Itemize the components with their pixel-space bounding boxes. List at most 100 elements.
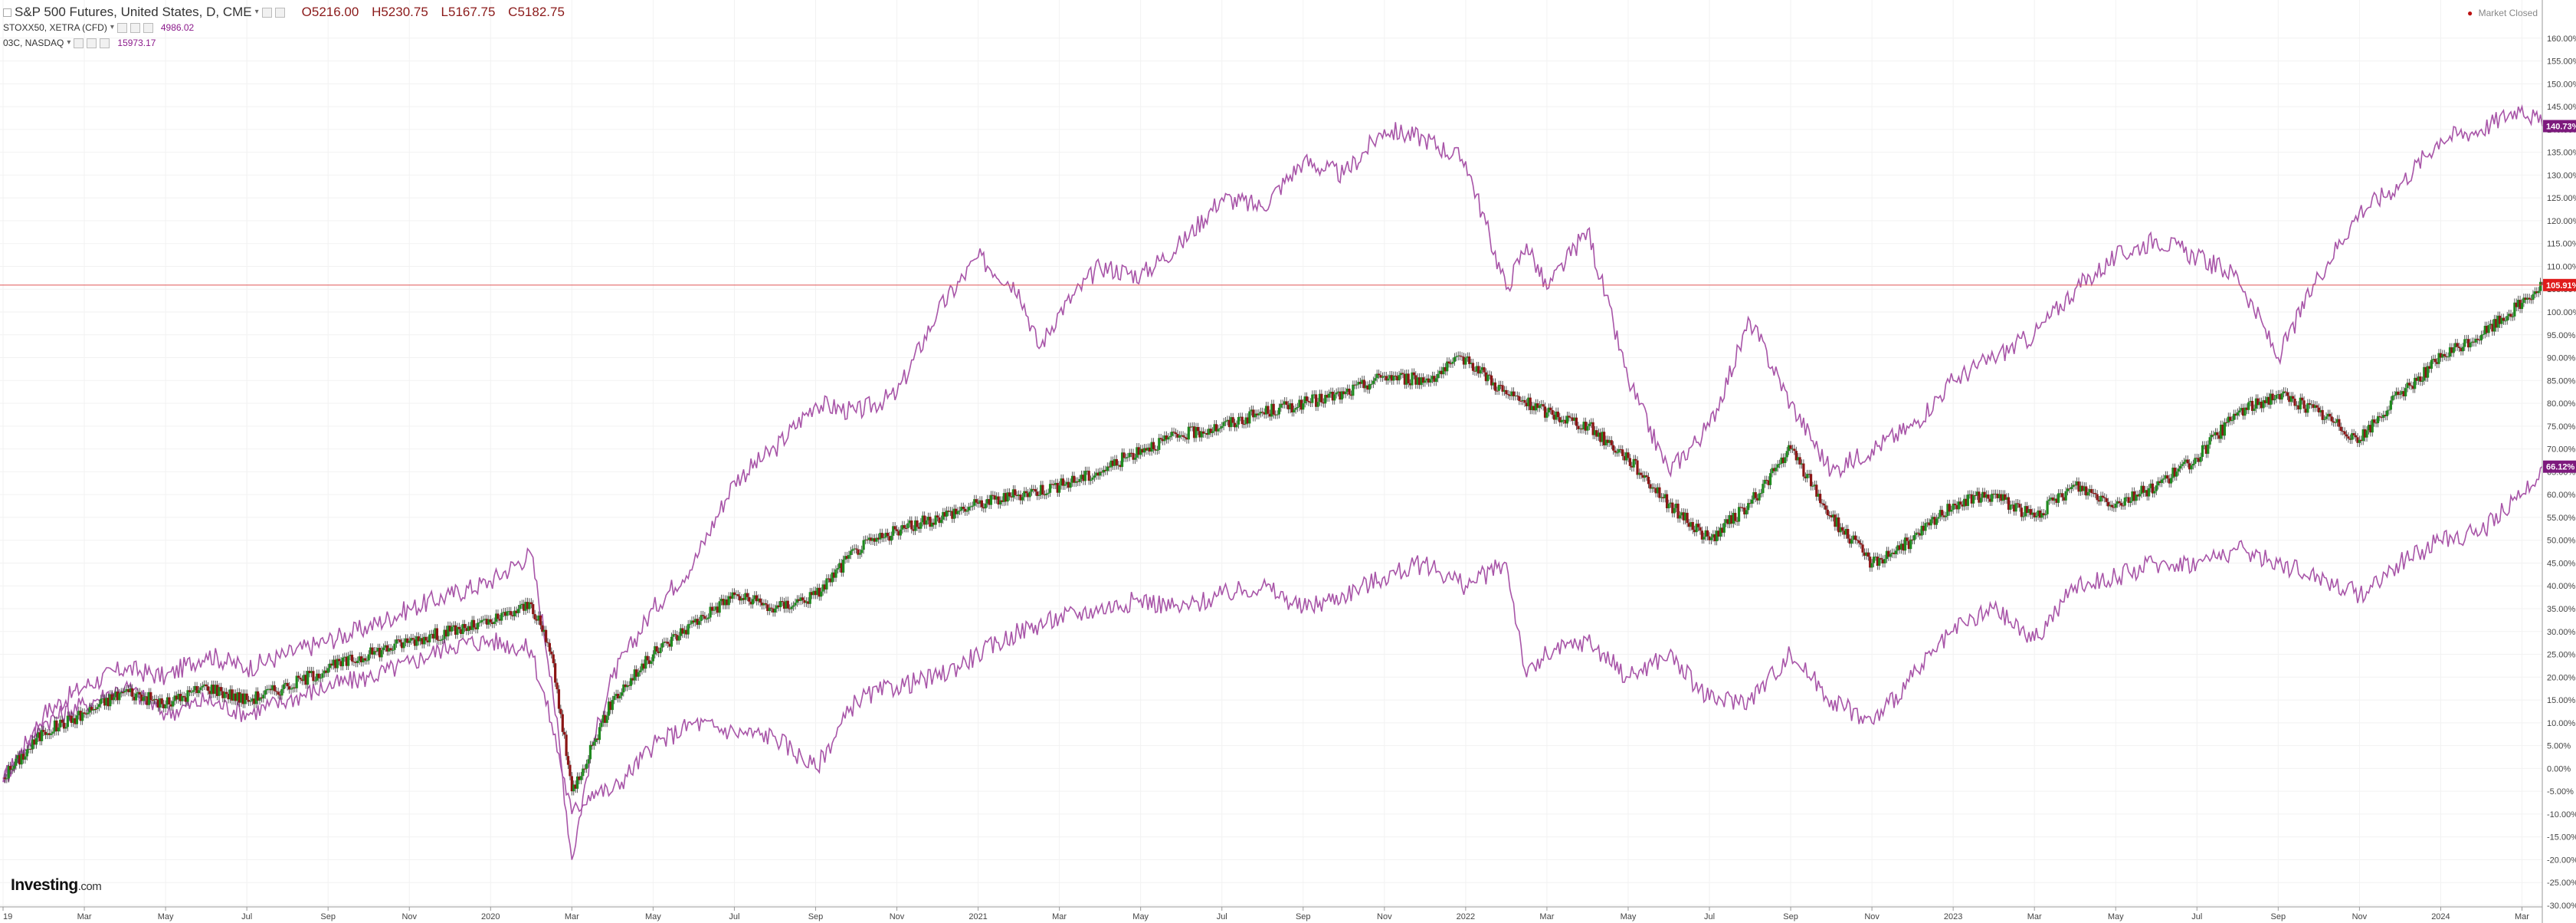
candle-body [2397,391,2400,396]
candle-body [925,520,928,525]
candle-body [125,689,129,691]
candle-body [854,548,858,550]
candle-body [1277,407,1281,415]
candle-body [1555,411,1558,420]
candle-body [1185,437,1188,440]
chevron-down-icon[interactable]: ▾ [67,38,71,47]
candle-body [489,619,492,622]
candle-body [1272,403,1275,415]
candle-body [1209,429,1212,433]
candle-body [1054,482,1057,485]
overlay-row[interactable]: STOXX50, XETRA (CFD) ▾ 4986.02 [3,20,565,35]
x-tick-label: 2021 [968,912,987,921]
visibility-icon[interactable] [261,7,272,18]
settings-icon[interactable] [87,38,97,48]
candle-body [838,563,841,569]
last-value-label: 105.91% [2546,281,2576,291]
candle-body [37,732,40,738]
candle-body [2025,506,2029,513]
candle-body [807,601,810,604]
open-value: O5216.00 [301,5,359,19]
candle-body [329,663,332,668]
candle-body [2186,459,2189,464]
brand-logo[interactable]: Investing.com [11,876,102,895]
candle-body [1425,378,1428,381]
candle-body [1484,372,1487,382]
candle-body [867,537,870,540]
settings-icon[interactable] [129,22,140,33]
candle-body [851,549,854,551]
candle-body [1036,491,1039,496]
candle-body [2177,468,2180,472]
candle-body [554,663,557,683]
candle-body [1322,402,1325,404]
candle-body [798,599,801,601]
candle-body [736,594,739,596]
candle-body [1149,447,1152,452]
close-icon[interactable] [143,22,153,33]
overlay-label[interactable]: 03C, NASDAQ [3,38,64,48]
candle-body [175,695,179,700]
candle-body [287,686,291,690]
overlay-row[interactable]: 03C, NASDAQ ▾ 15973.17 [3,35,565,51]
candle-body [1067,481,1070,488]
candle-body [663,642,666,643]
chevron-down-icon[interactable]: ▾ [254,8,259,16]
candle-body [1922,525,1925,531]
candle-body [1644,475,1647,478]
candle-body [799,597,802,601]
collapse-toggle-icon[interactable] [3,8,11,17]
settings-icon[interactable] [274,7,285,18]
candle-body [583,768,586,770]
candle-body [1027,493,1030,498]
candle-body [29,748,32,750]
x-tick-label: Sep [808,912,824,921]
candle-body [886,532,890,537]
candle-body [812,590,815,596]
candle-body [1614,450,1617,453]
candle-body [247,700,251,702]
candle-body [172,701,175,707]
candle-body [1624,452,1628,461]
candle-body [1822,503,1826,506]
overlay-label[interactable]: STOXX50, XETRA (CFD) [3,22,107,33]
candle-body [2132,491,2135,501]
chevron-down-icon[interactable]: ▾ [110,23,114,31]
candle-body [2018,504,2021,508]
candle-body [1632,458,1635,468]
candle-body [2112,507,2116,508]
candle-body [1860,543,1863,545]
candle-body [795,599,798,603]
visibility-icon[interactable] [116,22,127,33]
candle-body [1719,527,1722,537]
candle-body [732,592,736,596]
candle-body [626,685,629,688]
candle-body [2234,413,2237,416]
candle-body [408,640,411,643]
visibility-icon[interactable] [74,38,84,48]
candle-body [1671,502,1674,514]
x-tick-label: Sep [1783,912,1798,921]
main-symbol-row[interactable]: S&P 500 Futures, United States, D, CME ▾… [3,5,565,20]
candle-body [1955,504,1958,510]
candle-body [955,508,958,514]
symbol-title[interactable]: S&P 500 Futures, United States, D, CME [15,5,252,19]
candle-body [1061,478,1065,486]
candle-body [1700,530,1703,540]
candle-body [2230,419,2234,422]
candle-body [313,680,316,682]
candle-body [1082,475,1085,481]
candle-body [1202,431,1205,434]
candle-body [83,712,86,714]
close-icon[interactable] [100,38,110,48]
candle-body [647,660,651,665]
candle-body [20,754,23,765]
candle-body [762,603,765,606]
candle-body [820,591,823,597]
candle-body [519,605,522,609]
candle-body [718,601,721,613]
y-tick-label: 135.00% [2547,149,2576,158]
candle-body [181,695,184,701]
candle-body [857,549,860,555]
